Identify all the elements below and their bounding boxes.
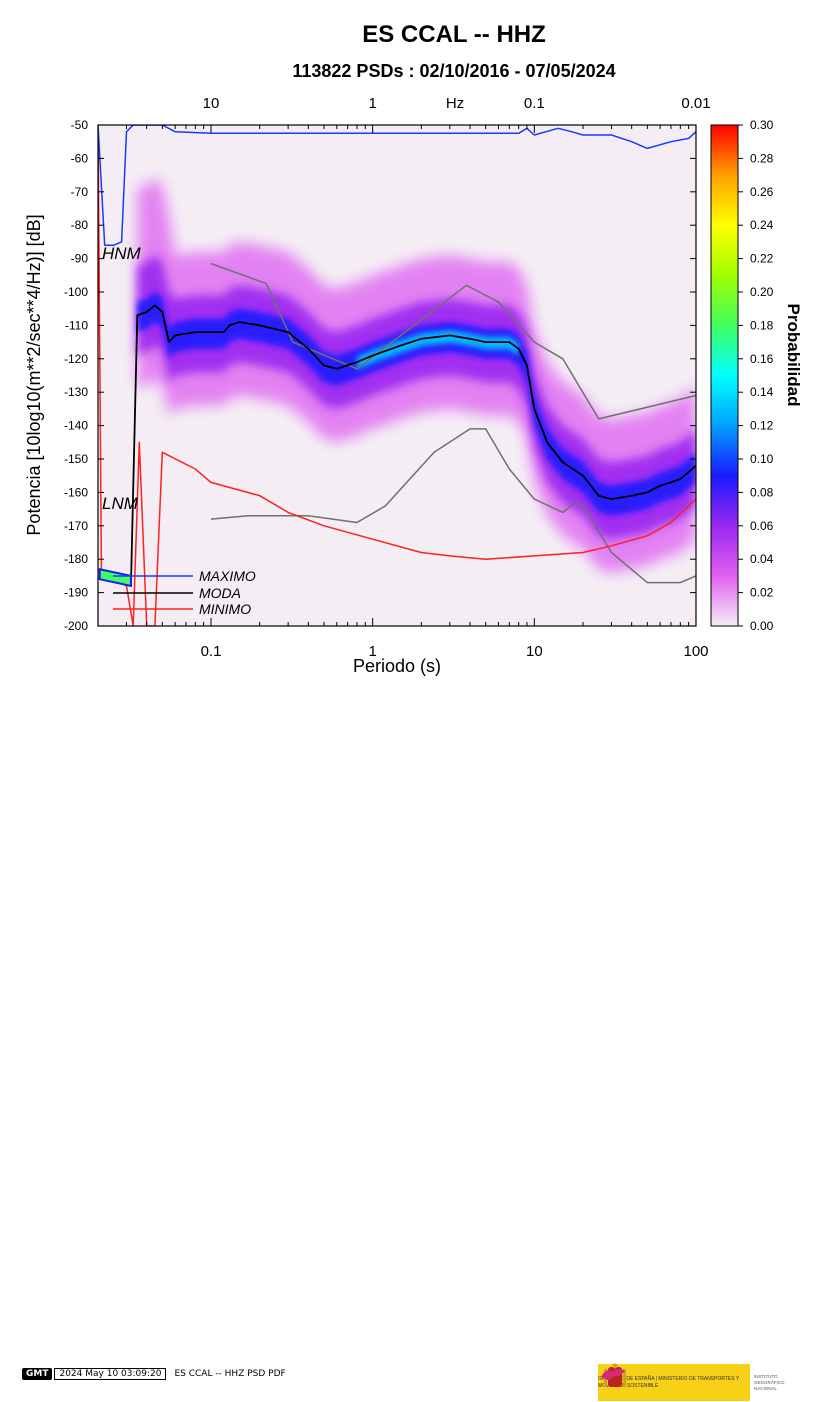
y-tick-label: -120 bbox=[64, 352, 88, 366]
stamp-command: ES CCAL -- HHZ PSD PDF bbox=[174, 1369, 286, 1379]
ign-logo: INSTITUTO GEOGRÁFICO NACIONAL bbox=[601, 1364, 822, 1401]
colorbar-tick-label: 0.30 bbox=[750, 118, 774, 132]
x-tick-label: 10 bbox=[526, 643, 543, 660]
y-tick-label: -50 bbox=[71, 118, 89, 132]
colorbar-tick-label: 0.24 bbox=[750, 218, 774, 232]
x-tick-label: 1 bbox=[368, 643, 376, 660]
y-tick-label: -200 bbox=[64, 619, 88, 633]
legend-label-moda: MODA bbox=[199, 585, 241, 601]
colorbar-tick-label: 0.02 bbox=[750, 586, 774, 600]
top-axis-frequency: 10 1 0.1 0.01 bbox=[203, 95, 711, 112]
colorbar-tick-label: 0.20 bbox=[750, 285, 774, 299]
top-tick-label: 0.1 bbox=[524, 95, 545, 112]
ign-emblem-icon bbox=[601, 1368, 625, 1380]
y-tick-label: -70 bbox=[71, 185, 89, 199]
colorbar-label: Probabilidad bbox=[784, 304, 803, 407]
y-axis: -50 -60 -70 -80 -90 -100 -110 -120 -130 -140 -150 -… bbox=[64, 118, 696, 633]
y-tick-label: -190 bbox=[64, 586, 88, 600]
pdf-density bbox=[98, 125, 696, 626]
y-tick-label: -150 bbox=[64, 452, 88, 466]
colorbar-tick-label: 0.12 bbox=[750, 419, 774, 433]
colorbar-tick-label: 0.16 bbox=[750, 352, 774, 366]
legend-label-minimo: MINIMO bbox=[199, 601, 251, 617]
y-tick-label: -180 bbox=[64, 552, 88, 566]
colorbar-tick-label: 0.06 bbox=[750, 519, 774, 533]
series-maximo-line bbox=[98, 125, 696, 246]
x-tick-label: 0.1 bbox=[201, 643, 222, 660]
colorbar-tick-label: 0.28 bbox=[750, 151, 774, 165]
y-tick-label: -80 bbox=[71, 218, 89, 232]
y-axis-label: Potencia [10log10(m**2/sec**4/Hz)] [dB] bbox=[24, 214, 44, 535]
plot-frame bbox=[97, 124, 697, 627]
lnm-label: LNM bbox=[102, 494, 139, 513]
y-tick-label: -140 bbox=[64, 419, 88, 433]
footer: GMT 2024 May 10 03:09:20 ES CCAL -- HHZ … bbox=[0, 680, 824, 1401]
colorbar-tick-label: 0.10 bbox=[750, 452, 774, 466]
y-tick-label: -60 bbox=[71, 151, 89, 165]
institution-logos: GOBIERNO DE ESPAÑA | MINISTERIO DE TRANS… bbox=[598, 1363, 822, 1402]
y-tick-label: -160 bbox=[64, 485, 88, 499]
colorbar-tick-label: 0.14 bbox=[750, 385, 774, 399]
stamp-date: 2024 May 10 03:09:20 bbox=[54, 1368, 167, 1380]
y-tick-label: -130 bbox=[64, 385, 88, 399]
top-axis-label: Hz bbox=[446, 95, 464, 112]
hnm-label: HNM bbox=[102, 244, 142, 263]
legend-label-maximo: MAXIMO bbox=[199, 568, 256, 584]
colorbar-tick-label: 0.18 bbox=[750, 318, 774, 332]
colorbar-tick-label: 0.04 bbox=[750, 552, 774, 566]
low-noise-density bbox=[98, 567, 132, 588]
gmt-timestamp: GMT 2024 May 10 03:09:20 ES CCAL -- HHZ … bbox=[22, 1366, 286, 1382]
y-tick-label: -170 bbox=[64, 519, 88, 533]
series-hnm-line bbox=[210, 262, 696, 420]
chart-subtitle: 113822 PSDs : 02/10/2016 - 07/05/2024 bbox=[292, 61, 615, 81]
y-tick-label: -100 bbox=[64, 285, 88, 299]
ign-logo-text: INSTITUTO GEOGRÁFICO NACIONAL bbox=[754, 1373, 785, 1391]
psd-chart: ES CCAL -- HHZ 113822 PSDs : 02/10/2016 … bbox=[24, 21, 803, 676]
x-axis-label: Periodo (s) bbox=[353, 656, 441, 676]
colorbar-tick-label: 0.22 bbox=[750, 252, 774, 266]
y-tick-label: -110 bbox=[65, 318, 88, 332]
gmt-logo: GMT bbox=[22, 1368, 53, 1380]
series-lnm-line bbox=[210, 428, 696, 584]
colorbar-ticks: 0.00 0.02 0.04 0.06 0.08 0.10 0.12 0.14 0.16 0.18… bbox=[738, 118, 774, 633]
colorbar-tick-label: 0.08 bbox=[750, 485, 774, 499]
colorbar-tick-label: 0.00 bbox=[750, 619, 774, 633]
colorbar-tick-label: 0.26 bbox=[750, 185, 774, 199]
chart-title: ES CCAL -- HHZ bbox=[362, 21, 546, 48]
top-tick-label: 0.01 bbox=[681, 95, 710, 112]
series-minimo-line bbox=[98, 125, 696, 626]
colorbar bbox=[710, 124, 739, 627]
x-tick-label: 100 bbox=[683, 643, 708, 660]
top-tick-label: 10 bbox=[203, 95, 220, 112]
x-axis: 0.1 1 10 100 bbox=[97, 125, 709, 660]
series-moda-line bbox=[130, 304, 696, 583]
y-tick-label: -90 bbox=[71, 252, 89, 266]
top-tick-label: 1 bbox=[368, 95, 376, 112]
